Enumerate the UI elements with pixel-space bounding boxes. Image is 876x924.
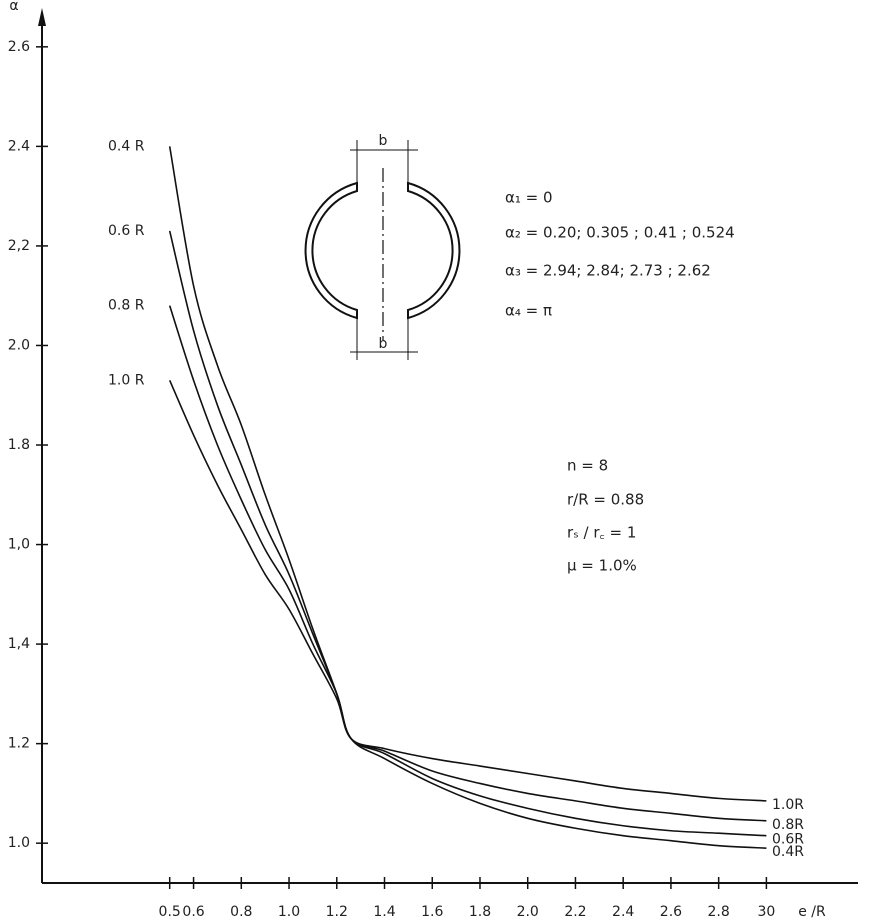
annotation: α₄ = π	[505, 302, 552, 320]
x-tick-label: 2.6	[660, 904, 682, 920]
x-tick-label: 1.8	[469, 904, 491, 920]
curve-end-label: 0.4R	[772, 844, 804, 860]
y-tick-label: 2,2	[8, 238, 30, 254]
x-tick-label: 0.5	[159, 904, 181, 920]
y-tick-label: 1.8	[8, 437, 30, 453]
annotation: α₁ = 0	[505, 189, 553, 207]
dim-label: b	[379, 336, 388, 352]
curve	[168, 230, 767, 837]
x-axis-label: e /R	[798, 904, 826, 920]
x-tick-label: 1.4	[373, 904, 395, 920]
x-tick-label: 30	[757, 904, 775, 920]
annotation: μ = 1.0%	[567, 557, 637, 575]
annotation: α₂ = 0.20; 0.305 ; 0.41 ; 0.524	[505, 224, 735, 242]
y-axis-label: α	[9, 0, 18, 14]
y-tick-label: 2.6	[8, 39, 30, 55]
x-tick-label: 1.2	[326, 904, 348, 920]
y-tick-label: 1,4	[8, 636, 30, 652]
curve-end-label: 0.6R	[772, 832, 804, 848]
x-tick-label: 2.4	[612, 904, 634, 920]
curve	[168, 146, 767, 849]
cross-section-diagram	[304, 140, 461, 360]
annotation: r/R = 0.88	[567, 491, 644, 509]
x-tick-label: 2.8	[708, 904, 730, 920]
right-shell	[407, 181, 461, 320]
curve-label: 1.0 R	[108, 372, 145, 388]
x-tick-label: 1.0	[278, 904, 300, 920]
y-tick-label: 2.4	[8, 138, 30, 154]
y-axis-arrow	[38, 8, 46, 26]
curve-end-label: 0.8R	[772, 817, 804, 833]
y-tick-label: 1,0	[8, 537, 30, 553]
annotation: α₃ = 2.94; 2.84; 2.73 ; 2.62	[505, 262, 711, 280]
annotation: n = 8	[567, 457, 608, 475]
x-tick-label: 0.8	[230, 904, 252, 920]
x-tick-label: 0.6	[182, 904, 204, 920]
curve-label: 0.6 R	[108, 223, 145, 239]
x-tick-label: 2.2	[564, 904, 586, 920]
dim-label: b	[379, 133, 388, 149]
curve-label: 0.8 R	[108, 298, 145, 314]
x-tick-label: 2.0	[517, 904, 539, 920]
y-tick-label: 2.0	[8, 337, 30, 353]
y-tick-label: 1.2	[8, 736, 30, 752]
curve-label: 0.4 R	[108, 138, 145, 154]
x-tick-label: 1.6	[421, 904, 443, 920]
annotation: rₛ / r꜀ = 1	[567, 524, 636, 542]
y-tick-label: 1.0	[8, 835, 30, 851]
left-shell	[304, 181, 358, 320]
curve-end-label: 1.0R	[772, 797, 804, 813]
curve	[168, 379, 767, 802]
